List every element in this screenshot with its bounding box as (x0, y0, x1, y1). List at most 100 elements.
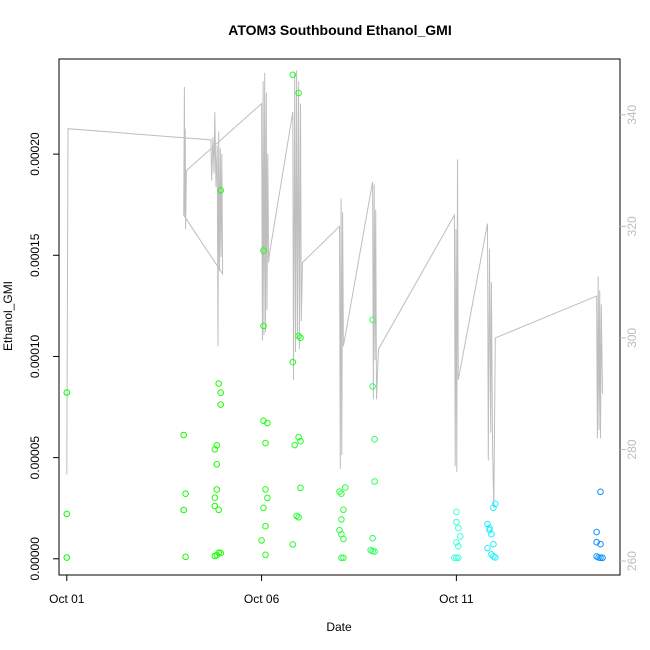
data-point (336, 526, 343, 534)
data-point (211, 446, 219, 453)
y2-tick-label: 340 (625, 104, 639, 124)
data-point (262, 551, 269, 559)
data-point (211, 502, 219, 510)
data-point (342, 484, 349, 491)
y-tick-label: 0.00020 (28, 132, 42, 176)
data-point (297, 334, 304, 342)
data-point (371, 435, 378, 443)
data-point (262, 522, 269, 530)
data-point (295, 89, 302, 97)
data-point (217, 389, 224, 397)
data-point (217, 549, 224, 557)
y2-tick-label: 280 (625, 439, 639, 459)
data-point (213, 442, 221, 449)
data-point (599, 554, 606, 562)
right-y-axis: 260 280 300 320 340 (620, 104, 639, 571)
data-point (597, 554, 604, 562)
data-point (369, 383, 376, 390)
data-point (182, 553, 189, 561)
x-tick-label: Oct 06 (244, 592, 280, 606)
data-point (295, 433, 302, 441)
data-point (451, 554, 458, 562)
data-point (297, 484, 304, 492)
data-point (264, 419, 271, 427)
y2-tick-label: 260 (625, 551, 639, 571)
x-tick-label: Oct 11 (439, 592, 474, 606)
y-axis-label: Ethanol_GMI (1, 281, 15, 351)
data-point (488, 530, 495, 538)
data-point (490, 504, 497, 512)
data-point (484, 545, 491, 552)
data-point (453, 554, 460, 562)
data-point (369, 534, 376, 542)
data-point (369, 316, 376, 324)
data-point (455, 543, 462, 550)
data-point (597, 488, 604, 496)
data-point (215, 380, 222, 387)
data-point (492, 554, 499, 561)
data-point (297, 437, 304, 445)
data-point (295, 514, 302, 521)
data-point (336, 488, 343, 495)
data-point (338, 490, 345, 498)
data-point (215, 506, 222, 514)
data-point (63, 510, 71, 518)
data-point (340, 535, 347, 543)
series-line (66, 70, 603, 509)
data-point (455, 554, 462, 562)
data-point (63, 554, 71, 561)
data-point (371, 548, 378, 555)
y-tick-label: 0.00005 (28, 436, 42, 480)
data-point (262, 486, 269, 493)
data-point (289, 541, 297, 548)
y-tick-label: 0.00010 (28, 334, 42, 378)
data-point (338, 516, 345, 523)
data-point (593, 528, 600, 536)
data-point (455, 524, 462, 532)
data-point (291, 441, 299, 449)
data-point (213, 486, 221, 493)
data-point (492, 500, 499, 508)
data-point (260, 247, 267, 254)
y-tick-label: 0.00015 (28, 233, 42, 277)
x-axis: Oct 01 Oct 06 Oct 11 (49, 574, 474, 606)
data-point (264, 494, 271, 502)
data-point (453, 518, 460, 526)
data-point (260, 504, 267, 512)
y2-tick-label: 300 (625, 328, 639, 348)
data-point (217, 187, 224, 194)
y2-tick-label: 320 (625, 216, 639, 236)
data-point (289, 358, 297, 366)
data-point (213, 461, 221, 468)
data-point (262, 439, 269, 447)
data-point (453, 508, 460, 516)
data-point (295, 332, 302, 340)
data-point (371, 478, 378, 485)
data-point (180, 506, 187, 514)
data-point (340, 554, 347, 562)
secondary-line-layer (66, 70, 603, 509)
data-point (593, 538, 600, 546)
data-point (217, 401, 224, 408)
x-tick-label: Oct 01 (49, 592, 85, 606)
data-point (260, 322, 267, 330)
data-point (258, 537, 265, 544)
data-point (180, 431, 187, 439)
data-point (597, 540, 604, 548)
data-point (182, 490, 189, 498)
y-axis: 0.00000 0.00005 0.00010 0.00015 0.00020 (28, 132, 59, 581)
y-tick-label: 0.00000 (28, 537, 42, 581)
data-point (490, 540, 497, 548)
point-layer (63, 71, 606, 562)
x-axis-label: Date (326, 620, 352, 634)
data-point (486, 526, 493, 534)
data-point (211, 494, 219, 502)
data-point (63, 389, 71, 396)
data-point (484, 520, 491, 528)
data-point (289, 71, 297, 79)
data-point (338, 554, 345, 562)
data-point (340, 506, 347, 514)
data-point (486, 524, 493, 532)
